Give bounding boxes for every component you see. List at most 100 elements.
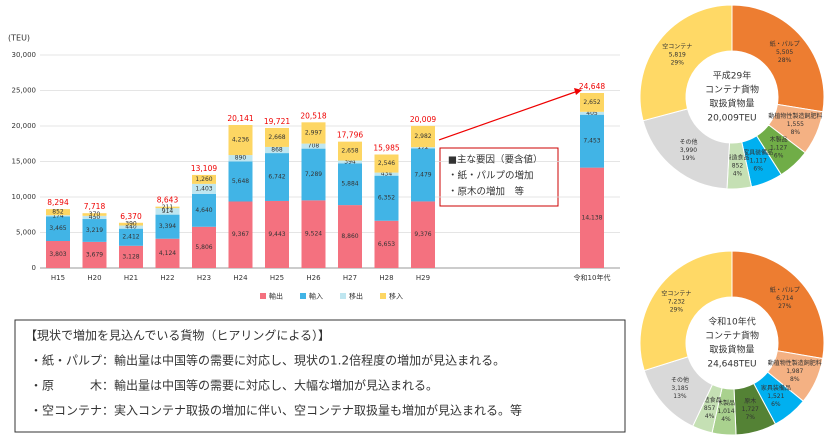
data-label: 1,403 [195,185,212,192]
x-tick-label: H27 [343,274,357,282]
y-tick-label: 30,000 [12,51,37,59]
bar-segment [82,241,107,268]
pie-slice [639,250,733,372]
legend-swatch [340,293,346,299]
slice-value: 3,185 [671,385,688,392]
y-tick-label: 0 [32,264,36,272]
data-label: 211 [162,204,174,211]
data-label: 7,289 [305,171,322,178]
data-label: 852 [52,209,64,216]
data-label: 3,219 [86,227,103,234]
data-label: 2,982 [414,133,431,140]
data-label: 7,453 [583,138,600,145]
bar-segment [411,147,435,149]
x-tick-label: H15 [51,274,65,282]
data-label: 1,260 [195,176,212,183]
slice-percent: 8% [790,376,800,383]
x-tick-label: H25 [270,274,284,282]
y-tick-label: 20,000 [12,122,37,130]
total-label: 6,370 [120,212,142,221]
slice-percent: 6% [774,152,784,159]
total-label: 8,294 [47,198,69,207]
note-line: ・紙・パルプ：輸出量は中国等の需要に対応し、現状の1.2倍程度の増加が見込まれる… [30,353,505,368]
total-label: 7,718 [84,202,106,211]
bar-segment [192,183,216,194]
data-label: 434 [381,171,393,178]
bar-segment [580,92,604,112]
slice-category: 家具装備品 [743,148,773,156]
bar-segment [119,228,143,246]
data-label: 2,546 [378,160,395,167]
bar-segment [374,154,399,173]
bar-segment [265,153,289,201]
data-label: 172 [417,144,429,151]
bar-segment [155,238,180,268]
annotation-line: ・紙・パルプの増加 [448,170,534,182]
data-label: 2,668 [268,134,285,141]
bar-segment [82,219,107,242]
data-label: 440 [125,224,137,231]
slice-category: 紙・パルプ [770,286,800,294]
data-label: 9,524 [305,231,322,238]
slice-category: 動植物性製造飼肥料 [768,359,822,367]
bar-segment [228,201,253,268]
total-label: 20,009 [410,115,436,124]
slice-percent: 29% [671,59,685,66]
data-label: 3,465 [49,225,66,232]
slice-percent: 4% [721,416,731,423]
bar-segment [46,209,70,216]
bar-segment [192,226,216,268]
data-label: 405 [586,110,598,117]
note-line: ・空コンテナ：実入コンテナ取扱の増加に伴い、空コンテナ取扱量も増加が見込まれる。… [30,403,522,418]
slice-category: 家具装備品 [761,384,791,392]
slice-percent: 13% [673,393,687,400]
trend-arrow [438,90,579,141]
pie-slice [731,250,825,360]
bar-segment [580,167,604,268]
pie-slice [731,4,825,113]
slice-category: その他 [679,138,697,146]
data-label: 9,443 [268,231,285,238]
pie-title: 24,648TEU [707,360,756,370]
bar-segment [301,200,326,268]
slice-category: 製造食品 [698,396,722,404]
pie-title: 取扱貨物量 [709,98,754,110]
y-tick-label: 5,000 [16,229,36,237]
pie-slice [639,4,733,122]
slice-value: 857 [704,405,716,412]
slice-value: 1,521 [767,393,784,400]
slice-category: 製造食品 [725,153,749,161]
pie-title: 令和10年代 [708,316,755,328]
bar-segment [46,240,70,268]
x-tick-label: 令和10年代 [574,273,611,282]
note-box [14,319,626,433]
slice-percent: 4% [705,413,715,420]
slice-category: 木製品 [770,135,788,143]
slice-value: 6,714 [776,295,793,302]
total-label: 24,648 [579,82,605,91]
legend-swatch [380,293,386,299]
bar-segment [155,206,180,209]
pie-title: 20,009TEU [707,114,756,124]
slice-percent: 6% [753,165,763,172]
annotation-title: ■主な要因（要含値） [448,154,542,166]
arrow-head [574,87,582,95]
bar-segment [374,172,399,176]
slice-category: 紙・パルプ [770,40,800,48]
bar-segment [301,122,326,144]
y-tick-label: 15,000 [12,158,37,166]
slice-category: 動植物性製造飼肥料 [768,112,822,120]
data-label: 9,367 [232,231,249,238]
data-label: 2,658 [341,148,358,155]
data-label: 174 [52,212,64,219]
data-label: 4,236 [232,137,249,144]
slice-value: 3,990 [680,147,697,154]
slice-percent: 8% [791,129,801,136]
slice-value: 1,127 [770,144,787,151]
slice-value: 1,555 [787,121,804,128]
data-label: 370 [89,211,101,218]
pie-title: 平成29年 [713,70,751,82]
slice-category: 原木 [744,397,756,405]
slice-category: 空コンテナ [662,42,692,50]
data-label: 3,128 [122,253,139,260]
